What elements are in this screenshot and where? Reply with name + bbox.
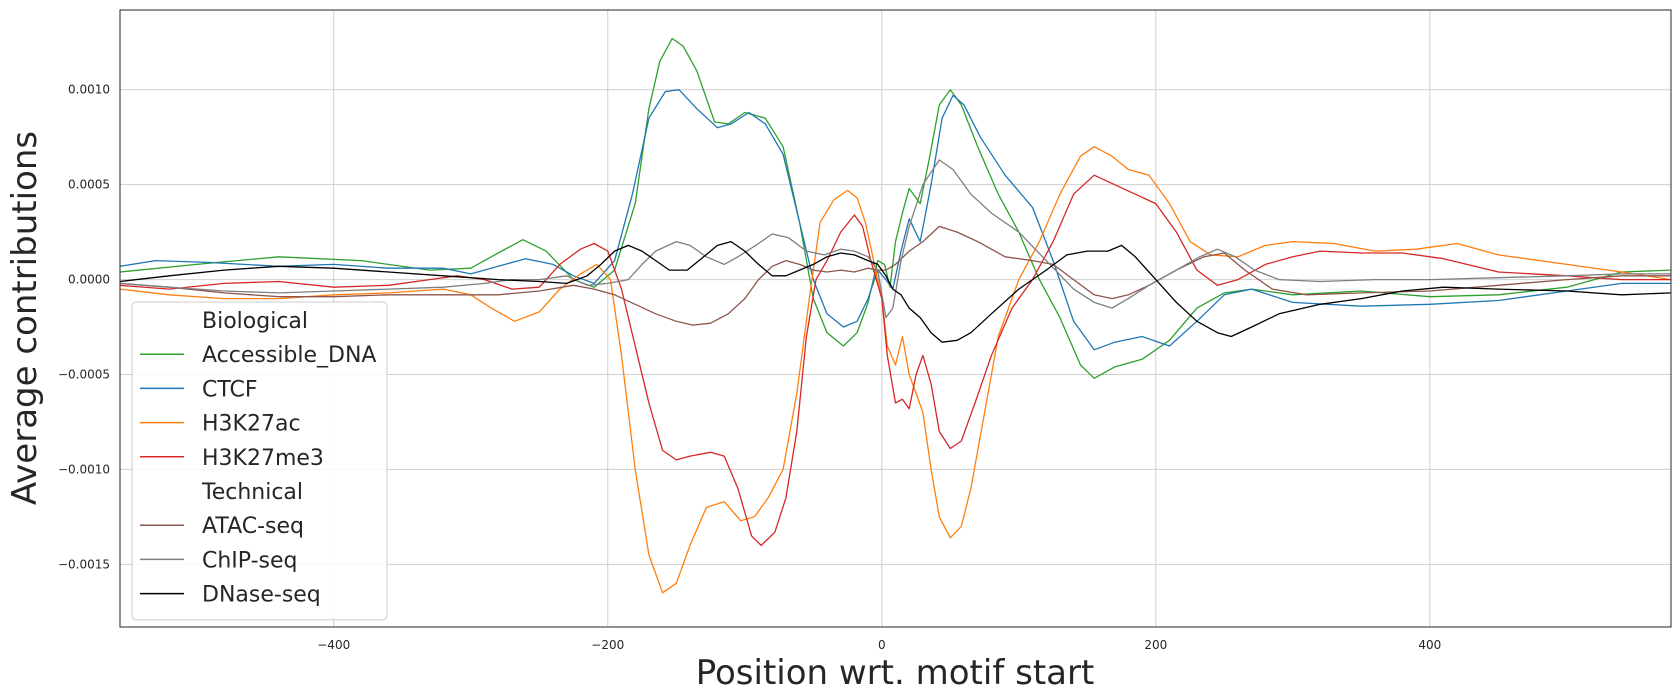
series-line-atac-seq	[120, 225, 1671, 326]
legend: Biological Accessible_DNA CTCF H3K27ac H3K27…	[131, 301, 388, 621]
x-tick-label: −400	[317, 638, 350, 652]
y-axis-label: Average contributions	[5, 131, 45, 505]
series-line-dnase-seq	[120, 240, 1671, 343]
legend-entry-label: Accessible_DNA	[202, 343, 377, 368]
legend-group-title: Biological	[202, 309, 308, 334]
legend-entry-label: DNase-seq	[202, 583, 321, 608]
series-line-accessible-dna	[120, 37, 1671, 379]
y-tick-label: 0.0005	[68, 178, 110, 192]
y-tick-label: −0.0005	[58, 368, 110, 382]
x-axis-label: Position wrt. motif start	[696, 653, 1095, 693]
y-tick-label: −0.0010	[58, 462, 110, 476]
y-tick-label: 0.0010	[68, 83, 110, 97]
legend-group-title: Technical	[201, 480, 303, 505]
x-tick-label: 200	[1144, 638, 1167, 652]
legend-entry-label: ChIP-seq	[202, 548, 297, 573]
x-tick-label: −200	[591, 638, 624, 652]
legend-entry-label: H3K27me3	[202, 446, 324, 471]
series-line-ctcf	[120, 89, 1671, 351]
legend-entry-label: H3K27ac	[202, 412, 301, 437]
plot-frame	[119, 9, 1672, 628]
legend-entry-label: ATAC-seq	[202, 514, 304, 539]
series-line-chip-seq	[120, 159, 1671, 319]
series-lines	[120, 37, 1671, 594]
legend-entry-label: CTCF	[202, 377, 258, 402]
x-tick-labels: −400 −200 0 200 400	[317, 638, 1441, 652]
x-tick-label: 400	[1418, 638, 1441, 652]
x-tick-label: 0	[878, 638, 886, 652]
y-tick-labels: 0.0010 0.0005 0.0000 −0.0005 −0.0010 −0.0015	[58, 83, 110, 572]
legend-frame	[131, 301, 388, 621]
y-tick-label: −0.0015	[58, 557, 110, 571]
y-tick-label: 0.0000	[68, 273, 110, 287]
